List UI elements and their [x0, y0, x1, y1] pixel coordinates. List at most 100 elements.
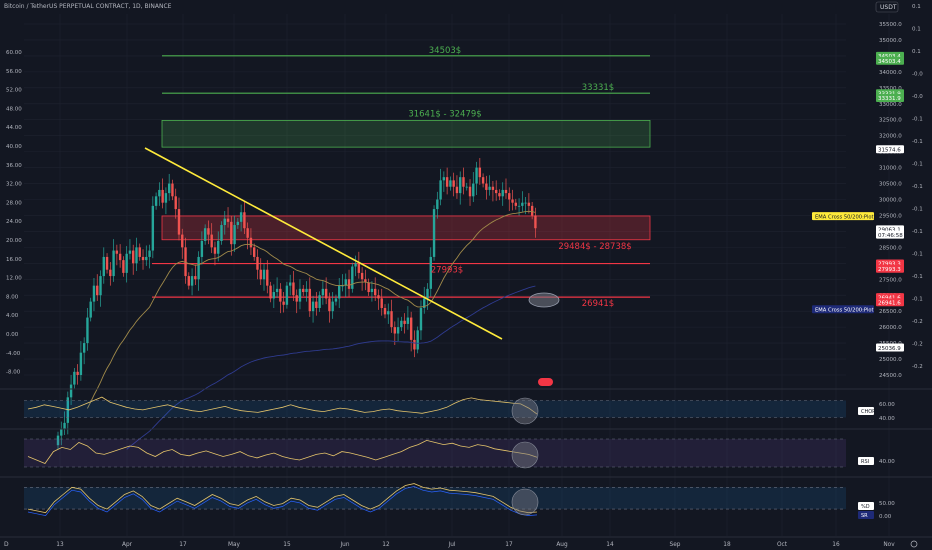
osc-tick-label: -0.1	[912, 207, 923, 213]
price-tag-label: 29063.1	[878, 228, 901, 234]
candle-body	[158, 189, 161, 197]
candle-body	[383, 307, 387, 315]
time-tick-label: 14	[606, 542, 614, 548]
candle-body	[468, 186, 472, 197]
events-badge	[538, 378, 553, 386]
osc-tick-label: -0.1	[912, 184, 923, 190]
candle-body	[406, 317, 410, 324]
candle-body	[295, 295, 298, 302]
pane-tag-bg	[858, 502, 874, 510]
ema-50-line	[86, 210, 536, 409]
candle-body	[498, 193, 501, 197]
left-tick-label: 0.00	[6, 332, 19, 338]
time-tick-label: Jun	[339, 542, 349, 548]
level-label: 33331$	[582, 83, 614, 93]
candle-body	[472, 183, 475, 197]
overlay-lines	[86, 147, 560, 450]
candle-body	[256, 256, 259, 270]
candle-body	[439, 180, 442, 200]
candle-body	[442, 177, 446, 181]
candle-body	[475, 167, 478, 184]
pane-tick-label: 0.00	[879, 514, 892, 520]
candle-body	[66, 397, 70, 423]
osc-tick-label: -0.1	[912, 162, 923, 168]
currency-label: USDT	[880, 4, 897, 11]
candle-body	[213, 247, 217, 254]
candle-body	[148, 250, 151, 257]
candle-body	[236, 221, 240, 226]
time-tick-label: 12	[382, 542, 390, 548]
osc-tick-label: -0.1	[912, 252, 923, 258]
candle-body	[151, 205, 155, 251]
indicator-panes: 60.00 40.00 CHOP 40.00 RSI 50.00 0.00 %D SR	[0, 388, 932, 520]
left-tick-label: 20.00	[6, 238, 22, 244]
candle-body	[387, 311, 390, 315]
price-tick-label: 30500.0	[879, 182, 902, 188]
left-tick-label: 32.00	[6, 182, 22, 188]
candle-body	[266, 269, 269, 286]
candle-body	[56, 435, 60, 446]
price-tick-label: 34000.0	[879, 70, 902, 76]
candle-body	[171, 183, 174, 197]
price-tag-bg	[876, 230, 904, 239]
left-tick-label: 4.00	[6, 313, 19, 319]
candle-body	[478, 167, 482, 178]
price-tick-label: 30000.0	[879, 198, 902, 204]
candle-body	[135, 247, 138, 264]
candle-body	[184, 247, 187, 277]
candle-body	[530, 205, 534, 216]
left-tick-label: 52.00	[6, 88, 22, 94]
candle-body	[145, 256, 148, 261]
candle-body	[167, 183, 171, 194]
oscillator-axis: 0.1 0.1 0.1 -0.0 -0.0 -0.1 -0.1 -0.1 -0.1 -0.1 -0.…	[912, 4, 923, 370]
candle-body	[459, 177, 462, 194]
candle-body	[210, 234, 213, 248]
pane-band	[24, 400, 846, 418]
candle-body	[230, 221, 233, 245]
chart-chrome: D	[4, 540, 918, 548]
left-tick-label: 40.00	[6, 144, 22, 150]
time-tick-label: 17	[505, 542, 513, 548]
price-tag-bg	[876, 56, 904, 65]
candle-body	[331, 301, 334, 312]
candle-body	[243, 212, 246, 229]
candle-body	[82, 343, 86, 353]
price-tick-label: 32500.0	[879, 118, 902, 124]
left-tick-label: 8.00	[6, 294, 19, 300]
candle-body	[96, 285, 99, 296]
candle-body	[432, 209, 436, 257]
candle-body	[318, 295, 321, 308]
left-tick-label: -8.00	[6, 370, 21, 376]
osc-tick-label: -0.2	[912, 364, 923, 370]
candle-body	[239, 212, 243, 222]
candle-body	[115, 250, 119, 254]
candle-body	[481, 177, 485, 184]
candle-body	[465, 186, 468, 188]
candle-body	[347, 279, 351, 289]
candle-body	[259, 269, 262, 280]
candle-body	[177, 209, 181, 235]
candle-body	[246, 228, 249, 238]
time-axis: 13 Apr 17 May 15 Jun 12 Jul 17 Aug 14 Sep 18 Oct 16 Nov	[0, 536, 932, 548]
candle-body	[73, 371, 76, 385]
pane-tag-bg	[858, 457, 874, 465]
candle-body	[436, 199, 439, 210]
time-tick-label: 16	[832, 542, 840, 548]
logo-icon: D	[4, 541, 9, 548]
candle-body	[79, 352, 83, 375]
left-tick-label: 60.00	[6, 50, 22, 56]
osc-tick-label: 0.1	[912, 49, 921, 55]
price-tick-label: 26500.0	[879, 309, 902, 315]
candle-body	[517, 205, 521, 207]
candle-body	[220, 225, 223, 241]
pane-highlight-circle	[511, 397, 539, 425]
price-tag-label: 34503.4	[878, 59, 901, 65]
osc-tick-label: -0.0	[912, 94, 923, 100]
candle-body	[344, 279, 347, 286]
left-tick-label: 16.00	[6, 257, 22, 263]
candle-body	[315, 301, 318, 308]
candle-body	[207, 228, 210, 235]
candle-body	[288, 282, 292, 286]
level-label: 34503$	[429, 46, 461, 56]
candle-body	[321, 288, 325, 296]
